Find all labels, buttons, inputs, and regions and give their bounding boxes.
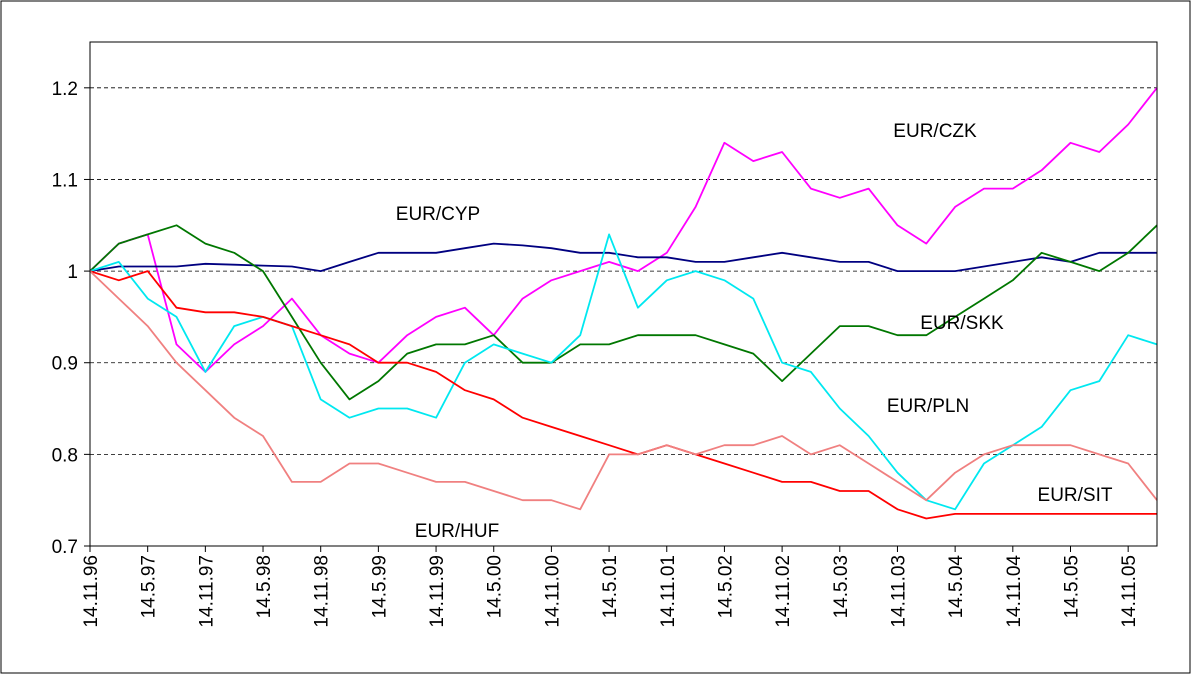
y-tick-label: 1 <box>67 262 78 283</box>
x-tick-label: 14.5.00 <box>485 555 506 618</box>
y-tick-label: 0.7 <box>52 537 78 558</box>
y-tick-label: 0.8 <box>52 445 78 466</box>
line-series <box>89 270 1158 511</box>
plot-area <box>89 41 1158 547</box>
x-tick-label: 14.11.04 <box>1004 555 1025 628</box>
x-tick-label: 14.11.02 <box>773 555 794 628</box>
series-label: EUR/SKK <box>920 313 1004 334</box>
x-tick-label: 14.5.01 <box>600 555 621 618</box>
line-series <box>89 87 1158 373</box>
line-series <box>89 224 1158 401</box>
x-tick-label: 14.11.97 <box>196 555 217 628</box>
x-tick-label: 14.5.97 <box>139 555 160 618</box>
x-tick-label: 14.5.99 <box>369 555 390 618</box>
series-label: EUR/CYP <box>396 204 480 225</box>
line-series <box>89 242 1157 272</box>
series-label: EUR/PLN <box>887 396 969 417</box>
x-tick-label: 14.11.00 <box>542 555 563 628</box>
x-tick-label: 14.5.05 <box>1061 555 1082 618</box>
x-tick-label: 14.11.96 <box>81 555 102 628</box>
x-tick-label: 14.5.03 <box>831 555 852 618</box>
line-series <box>89 270 1157 520</box>
y-tick-label: 0.9 <box>52 354 78 375</box>
series-label: EUR/CZK <box>893 121 977 142</box>
y-tick-label: 1.1 <box>52 170 78 191</box>
x-tick-label: 14.11.99 <box>427 555 448 628</box>
series-label: EUR/HUF <box>415 521 499 542</box>
x-tick-label: 14.5.04 <box>946 555 967 619</box>
x-tick-label: 14.11.01 <box>658 555 679 628</box>
series-label: EUR/SIT <box>1038 485 1113 506</box>
x-tick-label: 14.11.05 <box>1119 555 1140 628</box>
y-tick-label: 1.2 <box>52 79 78 100</box>
x-tick-label: 14.11.98 <box>312 555 333 628</box>
x-tick-label: 14.11.03 <box>888 555 909 628</box>
x-tick-label: 14.5.02 <box>715 555 736 618</box>
x-tick-label: 14.5.98 <box>254 555 275 618</box>
